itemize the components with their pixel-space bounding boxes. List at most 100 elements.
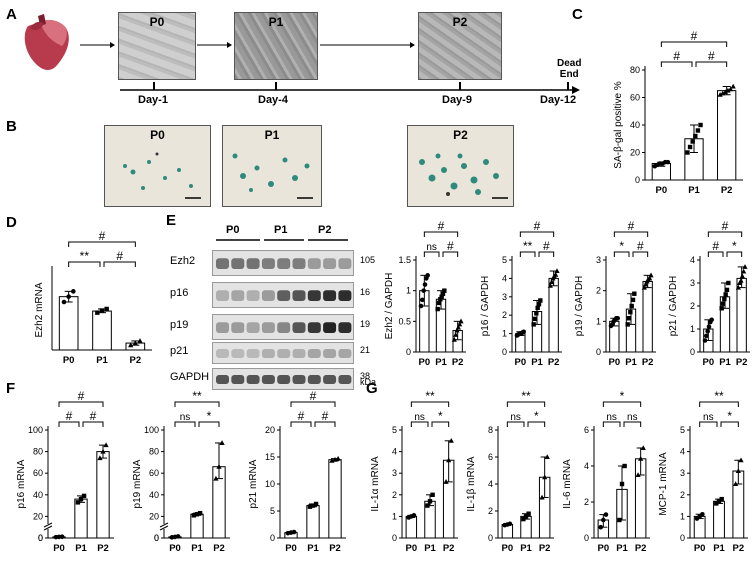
x-tick-label: P1	[75, 543, 87, 554]
data-point	[695, 128, 701, 133]
y-axis-label: IL-1β mRNA	[466, 456, 477, 512]
data-point	[601, 517, 606, 523]
data-point	[435, 306, 440, 312]
data-point	[603, 512, 609, 517]
blot-band	[277, 290, 291, 301]
blot-band	[246, 322, 260, 333]
blot-band	[323, 349, 337, 358]
y-axis-label: Ezh2 / GAPDH	[384, 273, 395, 340]
y-tick-label: 4	[502, 273, 507, 283]
significance-bracket	[431, 421, 450, 427]
x-tick-label: P1	[307, 543, 319, 554]
y-tick-label: 100	[144, 425, 159, 435]
y-tick-label: 6	[488, 452, 493, 462]
data-point	[709, 317, 714, 323]
data-point	[219, 440, 225, 445]
y-tick-label: 1	[596, 316, 601, 326]
data-point	[598, 524, 604, 530]
data-point	[723, 292, 728, 297]
data-point	[722, 296, 727, 302]
x-tick-label: P1	[719, 357, 731, 368]
significance-label: #	[691, 29, 698, 43]
data-point	[626, 316, 632, 321]
day-label: Day-1	[138, 94, 168, 106]
blot-bands	[216, 375, 352, 384]
significance-bracket	[58, 421, 80, 427]
data-point	[213, 475, 219, 481]
y-tick-label: 15	[265, 452, 275, 462]
data-point	[704, 333, 709, 339]
panel-letter-f: F	[6, 380, 16, 397]
y-tick-label: 2	[584, 497, 589, 507]
data-point	[619, 481, 625, 487]
data-point	[421, 288, 426, 293]
y-tick-label: 2	[488, 506, 493, 516]
y-axis-label: IL-6 mRNA	[562, 459, 573, 509]
data-point	[638, 456, 644, 461]
data-point	[722, 89, 728, 94]
y-tick-label: 5	[502, 255, 507, 265]
y-tick-label: 1.5	[398, 255, 411, 265]
significance-label: **	[80, 249, 90, 263]
data-point	[95, 310, 100, 315]
data-point	[307, 504, 313, 509]
data-point	[440, 291, 446, 296]
data-point	[547, 282, 553, 288]
y-tick-label: 1	[690, 324, 695, 334]
data-point	[75, 500, 81, 505]
staining-image-p1: P1	[222, 125, 322, 207]
y-axis-label: p16 / GAPDH	[480, 276, 491, 337]
y-tick-label: 4	[584, 461, 589, 471]
data-point	[641, 284, 647, 290]
panel-letter-d: D	[6, 214, 17, 231]
y-tick-label: 0	[502, 347, 507, 357]
significance-label: #	[708, 49, 715, 63]
significance-bracket	[623, 421, 642, 427]
significance-label: #	[116, 249, 123, 263]
blot-band	[231, 290, 245, 301]
x-tick-label: P1	[713, 543, 725, 554]
x-tick-label: P0	[515, 357, 527, 368]
data-point	[442, 288, 447, 293]
significance-bracket	[506, 421, 525, 427]
data-point	[425, 273, 430, 278]
data-point	[735, 468, 741, 474]
significance-label: #	[543, 239, 550, 253]
y-tick-label: 1	[680, 511, 685, 521]
data-point	[457, 321, 463, 327]
x-tick-label: P2	[443, 543, 455, 554]
blot-band	[292, 258, 306, 269]
y-tick-label: 3	[596, 255, 601, 265]
data-point	[640, 445, 646, 450]
bar	[92, 310, 112, 351]
significance-label: *	[438, 409, 443, 423]
data-point	[698, 122, 703, 128]
data-point	[714, 501, 719, 506]
significance-bracket	[290, 401, 336, 407]
y-tick-label: 5	[392, 425, 397, 435]
y-tick-label: 80	[630, 65, 640, 75]
data-point	[458, 318, 464, 324]
blot-band	[277, 349, 291, 358]
axis-break-mark	[43, 522, 53, 528]
data-point	[647, 275, 653, 281]
image-label: P2	[452, 15, 468, 29]
x-tick-label: P0	[53, 543, 65, 554]
chart-g3: 0 2 4 6 IL-6 mRNA P0 P1 P2 ns ns*	[562, 389, 650, 554]
significance-bracket	[699, 421, 718, 427]
blot-band	[307, 322, 321, 333]
x-tick-label: P2	[213, 543, 225, 554]
arrow-icon	[197, 42, 232, 48]
blot-kda-unit: kDa	[360, 377, 377, 387]
blot-band	[307, 258, 321, 269]
data-point	[625, 322, 630, 327]
x-tick-label: P1	[435, 357, 447, 368]
data-point	[615, 315, 620, 321]
significance-label: ns	[703, 412, 714, 423]
stain-dots	[419, 153, 508, 199]
